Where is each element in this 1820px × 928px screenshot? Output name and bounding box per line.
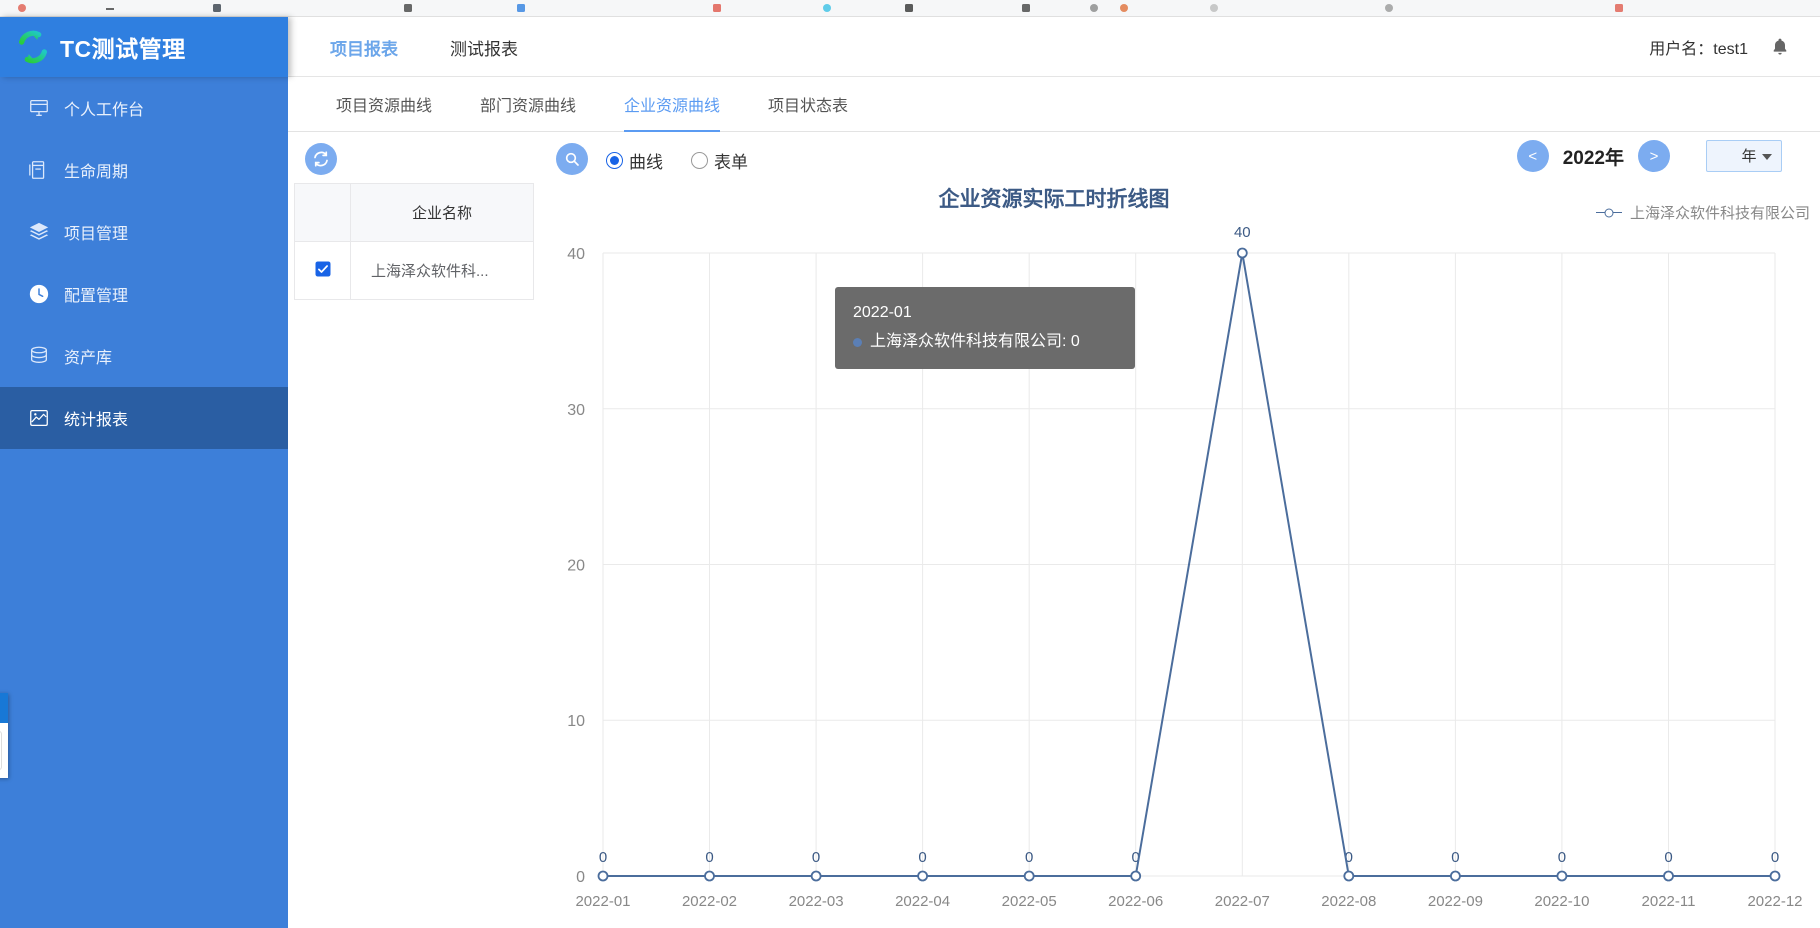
svg-text:0: 0 bbox=[1664, 849, 1672, 866]
svg-text:0: 0 bbox=[599, 849, 607, 866]
svg-text:0: 0 bbox=[1025, 849, 1033, 866]
svg-text:2022-05: 2022-05 bbox=[1002, 893, 1057, 910]
svg-text:0: 0 bbox=[1451, 849, 1459, 866]
svg-text:2022-08: 2022-08 bbox=[1321, 893, 1376, 910]
svg-text:0: 0 bbox=[918, 849, 926, 866]
svg-text:2022-11: 2022-11 bbox=[1642, 893, 1696, 910]
svg-text:0: 0 bbox=[576, 869, 585, 886]
svg-text:2022-07: 2022-07 bbox=[1215, 893, 1270, 910]
svg-text:40: 40 bbox=[567, 246, 585, 263]
svg-text:0: 0 bbox=[812, 849, 820, 866]
svg-text:2022-01: 2022-01 bbox=[575, 893, 630, 910]
svg-text:2022-09: 2022-09 bbox=[1428, 893, 1483, 910]
svg-text:2022-03: 2022-03 bbox=[789, 893, 844, 910]
svg-text:2022-10: 2022-10 bbox=[1534, 893, 1589, 910]
svg-text:20: 20 bbox=[567, 558, 585, 575]
svg-text:30: 30 bbox=[567, 402, 585, 419]
svg-text:2022-02: 2022-02 bbox=[682, 893, 737, 910]
svg-text:2022-04: 2022-04 bbox=[895, 893, 950, 910]
svg-text:2022-06: 2022-06 bbox=[1108, 893, 1163, 910]
svg-text:40: 40 bbox=[1234, 224, 1251, 241]
svg-text:2022-12: 2022-12 bbox=[1747, 893, 1802, 910]
svg-text:0: 0 bbox=[1558, 849, 1566, 866]
svg-text:0: 0 bbox=[705, 849, 713, 866]
svg-text:0: 0 bbox=[1771, 849, 1779, 866]
svg-text:10: 10 bbox=[567, 713, 585, 730]
